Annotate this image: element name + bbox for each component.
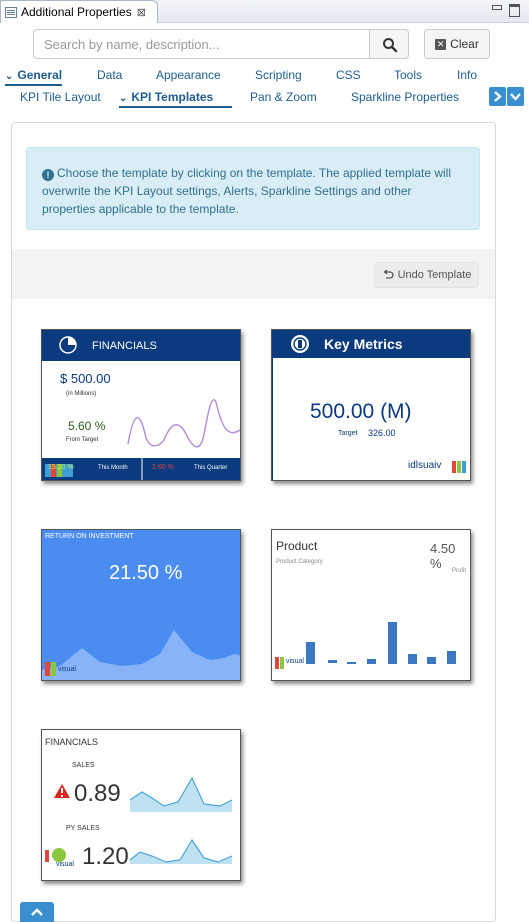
financials2-logo: visual [56, 861, 74, 868]
undo-template-button[interactable]: Undo Template [374, 262, 479, 288]
tab-pan-zoom[interactable]: Pan & Zoom [250, 90, 317, 104]
back-to-top-button[interactable] [20, 902, 54, 922]
maximize-icon[interactable] [508, 3, 520, 17]
template-roi[interactable]: RETURN ON INVESTMENT 21.50 % visual [41, 529, 241, 681]
chevron-down-icon: ⌄ [5, 71, 14, 82]
template-financials-2[interactable]: FINANCIALS SALES 0.89 PY SALES 1.20 visu… [41, 729, 241, 881]
template-financials-preview [42, 330, 240, 480]
search-input[interactable] [33, 29, 370, 59]
template-key-metrics-preview [272, 330, 470, 480]
view-tab-additional-properties[interactable]: Additional Properties ⊠ [0, 0, 158, 23]
clear-button[interactable]: ✕ Clear [424, 29, 490, 59]
financials-quarter-value: 2.60 % [152, 464, 174, 471]
tab-scripting[interactable]: Scripting [255, 68, 302, 82]
tab-css[interactable]: CSS [336, 68, 361, 82]
financials-pct: 5.60 % [68, 419, 106, 433]
template-roi-preview [42, 530, 240, 680]
financials-value: $ 500.00 [60, 371, 111, 386]
template-financials-2-preview [45, 776, 233, 864]
tab-kpi-tile-layout[interactable]: KPI Tile Layout [20, 90, 101, 104]
financials-unit: (in Millions) [66, 391, 97, 397]
financials-pct-label: From Target [66, 437, 99, 443]
template-product[interactable]: Product Product Category 4.50 % Profit v… [271, 529, 471, 681]
info-alert: ! Choose the template by clicking on the … [26, 147, 480, 230]
tab-info[interactable]: Info [457, 68, 478, 82]
view-icon [5, 6, 17, 18]
template-key-metrics[interactable]: Key Metrics 500.00 (M) Target 326.00 idl… [271, 329, 471, 481]
financials-quarter-label: This Quarter [194, 465, 228, 471]
tab-tools[interactable]: Tools [394, 68, 423, 82]
template-product-preview [275, 622, 456, 669]
roi-logo: visual [58, 666, 76, 673]
product-value-label: Profit [452, 568, 467, 574]
tab-menu-button[interactable] [507, 87, 524, 106]
scroll-right-button[interactable] [489, 87, 506, 106]
key-metrics-value: 500.00 (M) [310, 400, 412, 423]
view-title: Additional Properties [21, 5, 132, 19]
financials2-pysales-value: 1.20 [82, 843, 129, 870]
key-metrics-title: Key Metrics [324, 336, 403, 352]
chevron-down-icon [510, 93, 521, 101]
financials-month-value: 15.20 % [48, 464, 74, 471]
chevron-up-icon [31, 908, 43, 916]
financials-title: FINANCIALS [92, 340, 157, 352]
tab-general[interactable]: ⌄ General [5, 68, 63, 86]
tab-appearance[interactable]: Appearance [156, 68, 221, 82]
financials2-sales-label: SALES [72, 762, 95, 769]
product-title: Product [276, 539, 318, 553]
clear-label: Clear [450, 37, 479, 51]
search-icon [383, 38, 398, 53]
chevron-down-icon: ⌄ [119, 93, 128, 104]
undo-icon [383, 270, 394, 279]
financials2-sales-value: 0.89 [74, 780, 121, 807]
key-metrics-target-label: Target [338, 430, 358, 437]
template-financials[interactable]: FINANCIALS $ 500.00 (in Millions) 5.60 %… [41, 329, 241, 481]
key-metrics-logo: idlsuaiv [408, 460, 442, 471]
key-metrics-target-value: 326.00 [368, 428, 396, 438]
chevron-right-icon [494, 91, 502, 102]
info-icon: ! [42, 169, 54, 181]
clear-icon: ✕ [435, 38, 447, 50]
tab-kpi-templates[interactable]: ⌄ KPI Templates [119, 90, 232, 108]
financials2-pysales-label: PY SALES [66, 825, 100, 832]
minimize-icon[interactable] [490, 3, 502, 15]
tab-data[interactable]: Data [97, 68, 123, 82]
tab-sparkline-properties[interactable]: Sparkline Properties [351, 90, 460, 104]
financials-month-label: This Month [98, 465, 128, 471]
roi-value: 21.50 % [109, 562, 183, 584]
view-header: Additional Properties ⊠ [0, 0, 529, 23]
info-message: Choose the template by clicking on the t… [42, 166, 452, 216]
product-logo: visual [286, 658, 304, 665]
product-value: 4.50 % [430, 541, 456, 571]
product-subtitle: Product Category [276, 559, 323, 565]
financials2-title: FINANCIALS [45, 737, 99, 747]
undo-label: Undo Template [397, 269, 472, 281]
roi-title: RETURN ON INVESTMENT [45, 533, 134, 540]
close-icon[interactable]: ⊠ [136, 6, 146, 19]
search-button[interactable] [369, 29, 409, 59]
